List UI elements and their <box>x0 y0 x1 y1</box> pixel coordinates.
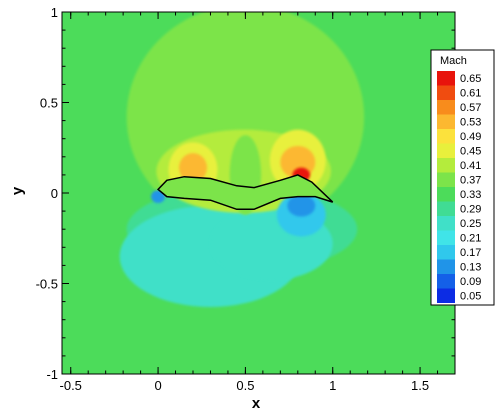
airfoil-outline <box>157 174 334 211</box>
legend-swatch <box>437 230 455 245</box>
legend-label: 0.05 <box>460 291 481 303</box>
legend-swatch <box>437 85 455 100</box>
contour-rear-blue <box>287 194 316 217</box>
legend-label: 0.09 <box>460 276 481 288</box>
legend-swatch <box>437 187 455 202</box>
x-tick-label: 0.5 <box>236 378 254 393</box>
x-tick-label: 1 <box>329 378 336 393</box>
legend-swatch <box>437 114 455 129</box>
x-tick-label: -0.5 <box>60 378 82 393</box>
legend-label: 0.61 <box>460 88 481 100</box>
contour-front-orange <box>179 153 207 183</box>
contour-le-blue <box>151 190 166 203</box>
colorbar-legend: Mach 0.65 0.61 0.57 0.53 0.49 0.45 0.41 0.37 0.3… <box>430 49 495 306</box>
legend-swatch <box>437 129 455 144</box>
legend-title: Mach <box>440 55 467 67</box>
x-tick-label: 0 <box>154 378 161 393</box>
legend-swatch <box>437 158 455 173</box>
legend-swatch <box>437 143 455 158</box>
legend-swatch <box>437 245 455 260</box>
x-axis-label: x <box>252 395 261 412</box>
x-tick-label: 1.5 <box>411 378 429 393</box>
legend-label: 0.57 <box>460 102 481 114</box>
legend-swatch <box>437 100 455 115</box>
legend-swatch <box>437 259 455 274</box>
y-tick-label: 0.5 <box>40 96 58 111</box>
legend-label: 0.45 <box>460 146 481 158</box>
y-tick-label: 1 <box>51 5 58 20</box>
y-tick-label: -1 <box>46 367 58 382</box>
legend-label: 0.49 <box>460 131 481 143</box>
legend-label: 0.29 <box>460 204 481 216</box>
legend-label: 0.21 <box>460 233 481 245</box>
legend-label: 0.41 <box>460 160 481 172</box>
legend-swatch <box>437 288 455 303</box>
legend-label: 0.53 <box>460 117 481 129</box>
y-tick-label: -0.5 <box>36 277 58 292</box>
legend-label: 0.25 <box>460 218 481 230</box>
legend-swatch <box>437 274 455 289</box>
legend-swatch <box>437 216 455 231</box>
legend-label: 0.65 <box>460 73 481 85</box>
plot-area <box>62 12 455 374</box>
legend-swatch <box>437 172 455 187</box>
legend-label: 0.37 <box>460 175 481 187</box>
legend-label: 0.13 <box>460 262 481 274</box>
y-axis-label: y <box>9 186 26 195</box>
legend-label: 0.33 <box>460 189 481 201</box>
legend-label: 0.17 <box>460 247 481 259</box>
legend-swatch <box>437 201 455 216</box>
legend-swatch <box>437 71 455 86</box>
y-tick-label: 0 <box>51 186 58 201</box>
